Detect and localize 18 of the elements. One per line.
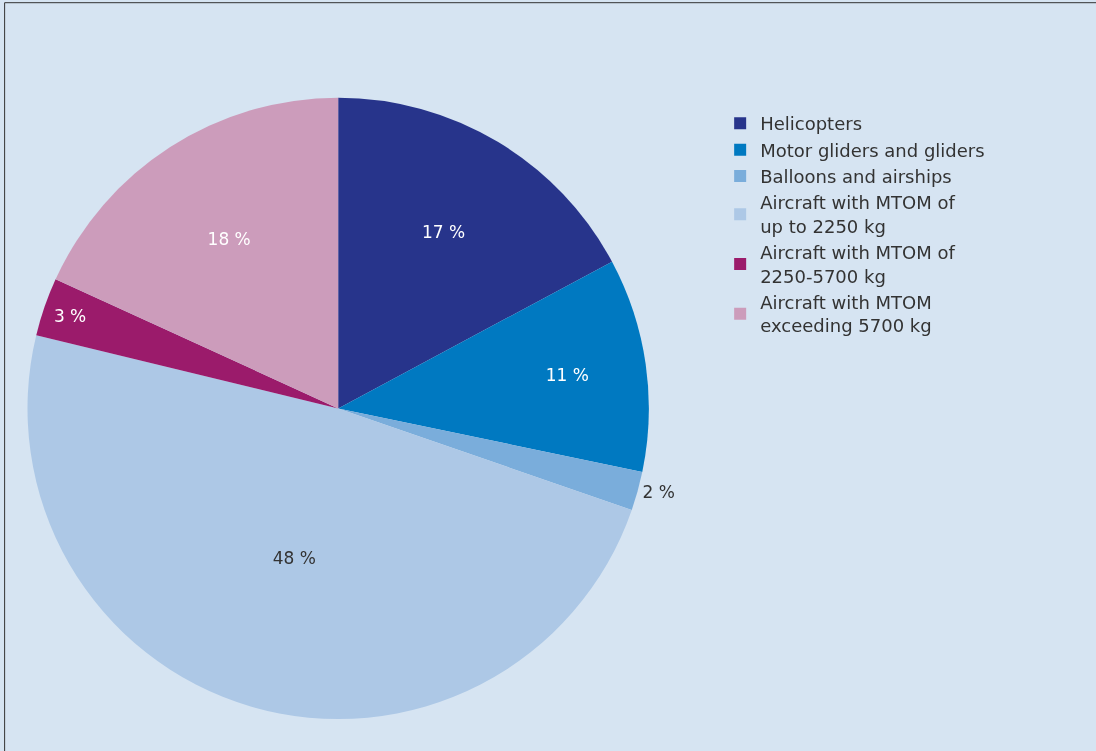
data-label: 11 % — [545, 365, 589, 386]
legend-label: Balloons and airships — [760, 166, 952, 188]
pie-slice — [36, 279, 339, 409]
legend-label: Aircraft with MTOM exceeding 5700 kg — [760, 292, 932, 337]
legend-label: Aircraft with MTOM of 2250-5700 kg — [760, 242, 956, 287]
pie-slice — [338, 261, 649, 473]
pie-slice — [27, 335, 632, 719]
data-label: 2 % — [642, 481, 675, 502]
legend-label: Helicopters — [760, 113, 863, 135]
legend-label: Aircraft with MTOM of up to 2250 kg — [760, 192, 956, 237]
pie-slice — [338, 97, 613, 409]
pie-slice — [338, 408, 643, 511]
data-label: 48 % — [272, 547, 316, 568]
pie-slice — [55, 97, 339, 409]
data-label: 18 % — [207, 228, 251, 249]
data-label: 17 % — [422, 222, 466, 243]
legend-label: Motor gliders and gliders — [760, 139, 985, 161]
data-label: 3 % — [53, 305, 87, 326]
